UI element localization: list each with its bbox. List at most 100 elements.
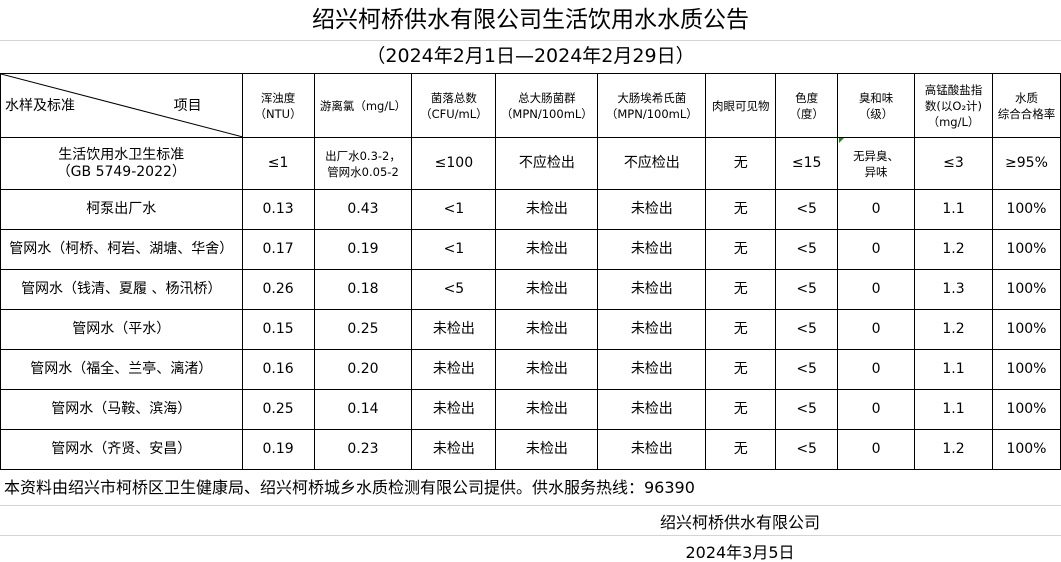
measurement-value: 1.3 <box>914 269 993 310</box>
row-axis-label: 水样及标准 <box>5 98 75 114</box>
diagonal-line <box>1 74 242 137</box>
page-title: 绍兴柯桥供水有限公司生活饮用水水质公告 <box>0 0 1061 41</box>
measurement-value: <5 <box>411 269 497 310</box>
sample-name: 管网水（钱清、夏履 、杨汛桥） <box>0 269 243 310</box>
measurement-value: <5 <box>775 429 839 470</box>
measurement-value: 未检出 <box>597 269 707 310</box>
sample-name: 管网水（福全、兰亭、漓渚） <box>0 349 243 390</box>
measurement-value: 100% <box>991 429 1061 470</box>
column-header: 高锰酸盐指 数(以O₂计) （mg/L） <box>914 73 993 138</box>
measurement-value: <5 <box>775 269 839 310</box>
measurement-value: 0 <box>837 229 916 270</box>
measurement-value: 未检出 <box>411 309 497 350</box>
measurement-value: <5 <box>775 389 839 430</box>
standard-row: 生活饮用水卫生标准 （GB 5749-2022） ≤1 出厂水0.3-2， 管网水0… <box>0 137 1061 190</box>
measurement-value: 1.1 <box>914 189 993 230</box>
measurement-value: 未检出 <box>495 389 599 430</box>
measurement-value: 100% <box>991 269 1061 310</box>
measurement-value: 100% <box>991 389 1061 430</box>
measurement-value: 100% <box>991 349 1061 390</box>
measurement-value: 未检出 <box>597 229 707 270</box>
sample-name: 管网水（平水） <box>0 309 243 350</box>
table-row: 柯泵出厂水 0.13 0.43 <1 未检出 未检出无 <5 0 1.1 100% <box>0 189 1061 230</box>
measurement-value: 未检出 <box>597 389 707 430</box>
measurement-value: 0 <box>837 269 916 310</box>
measurement-value: 0.26 <box>241 269 315 310</box>
table-row: 管网水（钱清、夏履 、杨汛桥） 0.26 0.18 <5 未检出 未检出无 <5 0 1.3 10… <box>0 269 1061 310</box>
measurement-value: <1 <box>411 189 497 230</box>
measurement-value: 未检出 <box>495 429 599 470</box>
column-header: 臭和味 （级） <box>837 73 916 138</box>
measurement-value: 0 <box>837 309 916 350</box>
measurement-value: 0.25 <box>241 389 315 430</box>
measurement-value: 0 <box>837 189 916 230</box>
table-row: 管网水（柯桥、柯岩、湖塘、华舍） 0.17 0.19 <1 未检出 未检出无 <5 0 1.2 1… <box>0 229 1061 270</box>
issue-date: 2024年3月5日 <box>685 543 795 562</box>
measurement-value: 未检出 <box>597 429 707 470</box>
column-header: 菌落总数 （CFU/mL） <box>411 73 497 138</box>
sample-name: 管网水（柯桥、柯岩、湖塘、华舍） <box>0 229 243 270</box>
measurement-value: <5 <box>775 229 839 270</box>
column-header: 浑浊度 （NTU） <box>241 73 315 138</box>
column-header: 总大肠菌群 （MPN/100mL） <box>495 73 599 138</box>
standard-value: 无异臭、 异味 <box>837 137 916 190</box>
standard-value: ≤1 <box>241 137 315 190</box>
measurement-value: 100% <box>991 229 1061 270</box>
water-quality-table: 水样及标准 项目 浑浊度 （NTU） 游离氯（mg/L） 菌落总数 （CFU/mL） 总大… <box>0 73 1061 470</box>
measurement-value: 无 <box>705 389 777 430</box>
table-row: 管网水（齐贤、安昌） 0.19 0.23 未检出 未检出 未检出无 <5 0 1.2 100% <box>0 429 1061 470</box>
measurement-value: <5 <box>775 349 839 390</box>
standard-value: ≤15 <box>775 137 839 190</box>
column-header: 水质 综合合格率 <box>991 73 1061 138</box>
measurement-value: 0.23 <box>313 429 413 470</box>
column-header: 色度 （度） <box>775 73 839 138</box>
standard-value: ≤3 <box>914 137 993 190</box>
table-row: 管网水（福全、兰亭、漓渚） 0.16 0.20 未检出 未检出 未检出无 <5 0 1.1 100… <box>0 349 1061 390</box>
column-header: 游离氯（mg/L） <box>313 73 413 138</box>
measurement-value: 100% <box>991 189 1061 230</box>
measurement-value: 无 <box>705 309 777 350</box>
measurement-value: 0.25 <box>313 309 413 350</box>
date-range: （2024年2月1日—2024年2月29日） <box>366 45 695 67</box>
measurement-value: 无 <box>705 349 777 390</box>
measurement-value: 未检出 <box>597 189 707 230</box>
column-header: 肉眼可见物 <box>705 73 777 138</box>
measurement-value: 0.16 <box>241 349 315 390</box>
measurement-value: 0.14 <box>313 389 413 430</box>
measurement-value: <5 <box>775 189 839 230</box>
organization-name: 绍兴柯桥供水有限公司 <box>659 513 820 532</box>
measurement-value: <5 <box>775 309 839 350</box>
measurement-value: 100% <box>991 309 1061 350</box>
measurement-value: 1.2 <box>914 309 993 350</box>
measurement-value: 未检出 <box>495 269 599 310</box>
standard-name: 生活饮用水卫生标准 （GB 5749-2022） <box>0 137 243 190</box>
measurement-value: 0 <box>837 349 916 390</box>
measurement-value: 未检出 <box>411 389 497 430</box>
cell-comment-marker <box>839 138 844 143</box>
column-header: 大肠埃希氏菌 （MPN/100mL） <box>597 73 707 138</box>
standard-value: 不应检出 <box>495 137 599 190</box>
standard-value: ≥95% <box>991 137 1061 190</box>
measurement-value: 0.43 <box>313 189 413 230</box>
measurement-value: 未检出 <box>495 309 599 350</box>
measurement-value: 0.15 <box>241 309 315 350</box>
gridline <box>0 505 1061 506</box>
measurement-value: <1 <box>411 229 497 270</box>
measurement-value: 1.2 <box>914 229 993 270</box>
measurement-value: 1.1 <box>914 389 993 430</box>
measurement-value: 0.19 <box>241 429 315 470</box>
sample-name: 管网水（马鞍、滨海） <box>0 389 243 430</box>
measurement-value: 无 <box>705 189 777 230</box>
standard-value: 不应检出 <box>597 137 707 190</box>
corner-header: 水样及标准 项目 <box>0 73 243 138</box>
table-row: 管网水（平水） 0.15 0.25 未检出 未检出 未检出无 <5 0 1.2 100% <box>0 309 1061 350</box>
measurement-value: 无 <box>705 229 777 270</box>
measurement-value: 未检出 <box>495 229 599 270</box>
header-row: 水样及标准 项目 浑浊度 （NTU） 游离氯（mg/L） 菌落总数 （CFU/mL） 总大… <box>0 73 1061 138</box>
measurement-value: 无 <box>705 429 777 470</box>
sample-name: 管网水（齐贤、安昌） <box>0 429 243 470</box>
measurement-value: 0.13 <box>241 189 315 230</box>
measurement-value: 未检出 <box>495 349 599 390</box>
standard-value: 出厂水0.3-2， 管网水0.05-2 <box>313 137 413 190</box>
